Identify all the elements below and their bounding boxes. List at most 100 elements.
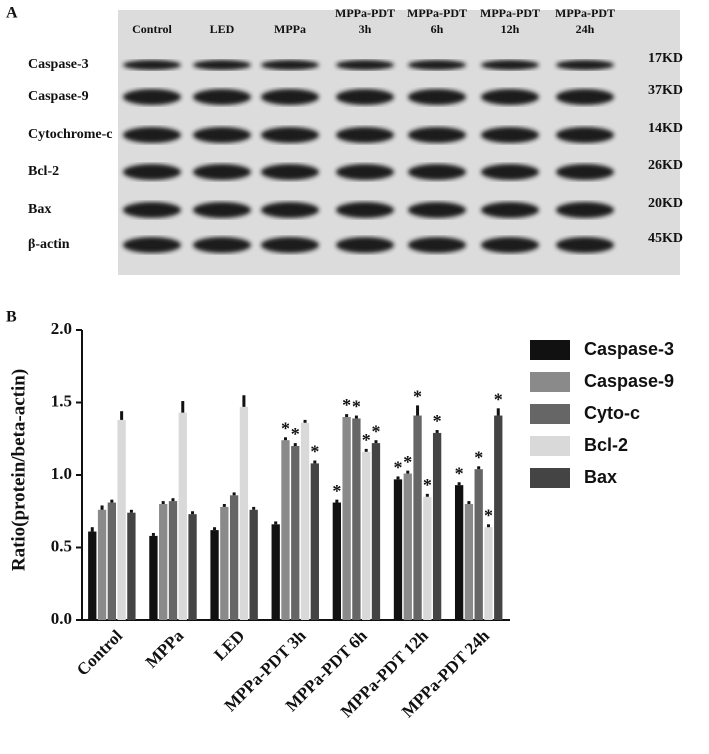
lane-label: 12h: [501, 22, 520, 36]
x-tick-label: LED: [210, 626, 248, 664]
significance-marker: *: [433, 411, 442, 431]
blot-band: [556, 164, 614, 180]
significance-marker: *: [455, 463, 464, 483]
lane-label: MPPa-PDT: [407, 6, 467, 20]
blot-band: [123, 60, 181, 70]
blot-band: [261, 127, 319, 143]
legend-swatch: [530, 468, 570, 488]
blot-band: [408, 237, 466, 253]
blot-band: [193, 202, 251, 218]
blot-band: [408, 89, 466, 105]
legend-swatch: [530, 372, 570, 392]
legend-label: Bcl-2: [584, 435, 628, 455]
bar: [291, 446, 300, 620]
blot-band: [408, 127, 466, 143]
size-label: 37KD: [648, 83, 683, 98]
blot-background: [118, 10, 680, 275]
bar: [310, 463, 319, 620]
blot-band: [481, 89, 539, 105]
significance-marker: *: [393, 458, 402, 478]
blot-band: [408, 164, 466, 180]
bar: [271, 524, 280, 620]
blot-band: [481, 164, 539, 180]
blot-band: [556, 202, 614, 218]
panel-label: B: [6, 309, 17, 326]
significance-marker: *: [352, 397, 361, 417]
legend-label: Caspase-9: [584, 371, 674, 391]
bar: [210, 530, 219, 620]
blot-band: [556, 60, 614, 70]
bar: [168, 501, 178, 620]
blot-band: [193, 127, 251, 143]
blot-band: [123, 237, 181, 253]
size-label: 45KD: [648, 231, 683, 246]
bar: [127, 512, 136, 620]
significance-marker: *: [484, 505, 493, 525]
lane-label: LED: [210, 22, 235, 36]
bar: [342, 417, 351, 620]
blot-band: [481, 202, 539, 218]
y-tick-label: 1.0: [51, 464, 72, 483]
bar: [332, 502, 342, 620]
blot-band: [193, 237, 251, 253]
significance-marker: *: [474, 447, 483, 467]
significance-marker: *: [494, 389, 503, 409]
bar: [107, 502, 116, 620]
panel-label: A: [6, 5, 18, 22]
significance-marker: *: [291, 424, 300, 444]
lane-label: MPPa-PDT: [335, 6, 395, 20]
bar: [362, 451, 371, 620]
blot-band: [556, 237, 614, 253]
bar: [97, 509, 107, 620]
bar: [393, 479, 403, 620]
bar: [464, 504, 474, 620]
blot-band: [261, 89, 319, 105]
protein-label: Bax: [28, 202, 51, 217]
lane-label: MPPa-PDT: [480, 6, 540, 20]
blot-band: [193, 60, 251, 70]
bar: [281, 440, 290, 620]
x-tick-label: Control: [73, 626, 126, 679]
lane-label: MPPa-PDT: [555, 6, 615, 20]
legend-label: Cyto-c: [584, 403, 640, 423]
size-label: 26KD: [648, 158, 683, 173]
legend-swatch: [530, 436, 570, 456]
y-tick-label: 0.5: [51, 536, 72, 555]
y-axis-label: Ratio(protein/beta-actin): [8, 369, 29, 571]
blot-band: [261, 202, 319, 218]
lane-label: 3h: [359, 22, 372, 36]
bar: [300, 422, 310, 620]
blot-band: [336, 89, 394, 105]
blot-band: [261, 60, 319, 70]
bar: [88, 531, 97, 620]
blot-band: [481, 237, 539, 253]
blot-band: [408, 202, 466, 218]
bar: [454, 485, 464, 620]
blot-band: [123, 202, 181, 218]
significance-marker: *: [332, 481, 341, 501]
blot-band: [556, 127, 614, 143]
significance-marker: *: [413, 387, 422, 407]
significance-marker: *: [342, 395, 351, 415]
bar: [220, 506, 229, 620]
significance-marker: *: [310, 442, 319, 462]
significance-marker: *: [281, 418, 290, 438]
bar: [178, 412, 187, 620]
protein-label: Cytochrome-c: [28, 127, 113, 142]
y-tick-label: 2.0: [51, 319, 72, 338]
bar: [249, 509, 258, 620]
bar: [484, 527, 493, 620]
y-tick-label: 0.0: [51, 609, 72, 628]
blot-band: [336, 237, 394, 253]
blot-band: [261, 164, 319, 180]
bar: [423, 496, 432, 620]
blot-band: [336, 164, 394, 180]
bar: [371, 443, 381, 620]
size-label: 20KD: [648, 196, 683, 211]
legend-swatch: [530, 404, 570, 424]
lane-label: MPPa: [274, 22, 306, 36]
significance-marker: *: [362, 430, 371, 450]
bar: [432, 432, 442, 620]
x-tick-label: MPPa: [142, 626, 188, 672]
blot-band: [336, 202, 394, 218]
